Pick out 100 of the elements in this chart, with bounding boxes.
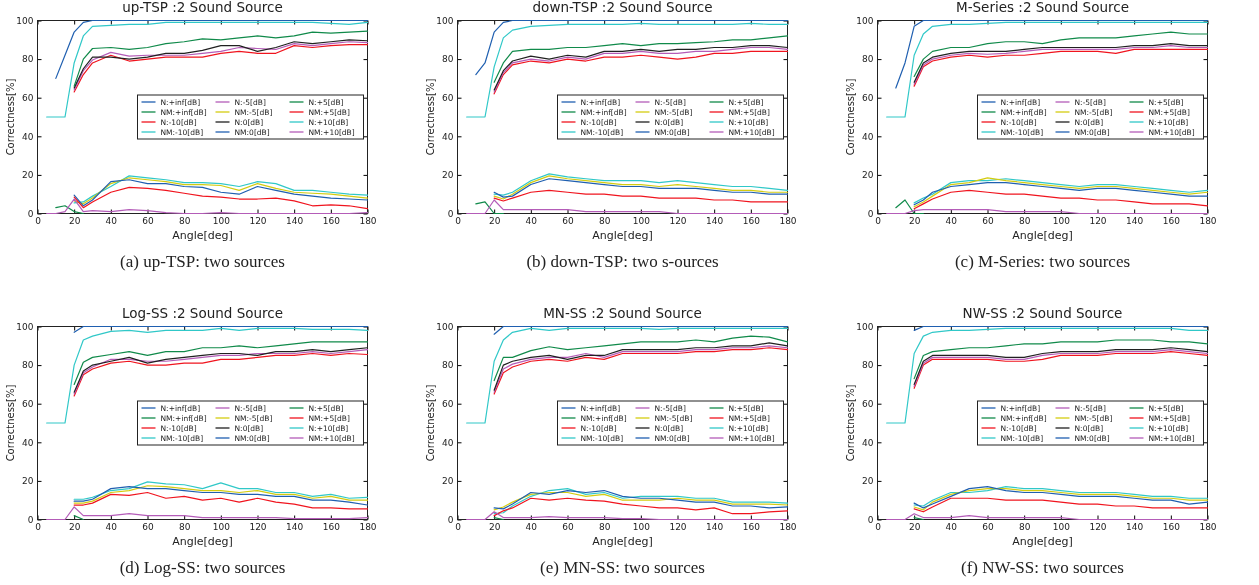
chart-title: MN-SS :2 Sound Source	[543, 305, 702, 321]
line-series	[886, 21, 1209, 118]
line-series	[55, 19, 369, 79]
x-tick-label: 120	[669, 215, 687, 226]
line-series	[46, 198, 369, 215]
x-tick-label: 140	[706, 521, 724, 532]
line-series	[46, 327, 369, 424]
x-tick-label: 0	[455, 215, 462, 226]
x-tick-label: 20	[488, 215, 501, 226]
line-series	[73, 491, 369, 510]
y-axis-title: Correctness[%]	[5, 78, 16, 156]
x-tick-label: 0	[35, 215, 42, 226]
x-tick-label: 20	[68, 215, 81, 226]
x-tick-label: 140	[286, 521, 304, 532]
x-tick-label: 0	[35, 521, 42, 532]
x-tick-label: 180	[359, 521, 377, 532]
line-series	[46, 506, 369, 521]
line-series	[73, 481, 369, 500]
line-series	[46, 21, 369, 118]
y-tick-label: 0	[867, 514, 874, 525]
x-tick-label: 160	[322, 215, 341, 226]
y-tick-label: 80	[22, 360, 34, 371]
text: (c) M-Series: two sources	[954, 252, 1131, 271]
y-tick-label: 60	[442, 399, 454, 410]
line-series	[913, 31, 1209, 78]
x-axis-title: Angle[deg]	[592, 534, 653, 548]
line-series	[895, 19, 1209, 89]
line-series	[493, 335, 789, 382]
text: (d) Log-SS: two sources	[119, 558, 286, 577]
y-tick-label: 100	[16, 321, 34, 332]
x-tick-label: 100	[632, 521, 651, 532]
x-tick-label: 100	[212, 521, 231, 532]
x-tick-label: 120	[249, 521, 267, 532]
x-axis-title: Angle[deg]	[172, 228, 233, 242]
x-tick-label: 40	[525, 521, 538, 532]
x-tick-label: 0	[455, 521, 462, 532]
y-tick-label: 20	[442, 476, 454, 487]
chart-title: Log-SS :2 Sound Source	[121, 305, 284, 321]
x-tick-label: 60	[982, 215, 994, 226]
y-tick-label: 0	[867, 208, 874, 219]
x-tick-label: 40	[945, 521, 958, 532]
y-tick-label: 100	[436, 15, 454, 26]
x-tick-label: 100	[1052, 521, 1071, 532]
x-tick-label: 120	[669, 521, 687, 532]
x-tick-label: 100	[212, 215, 231, 226]
y-tick-label: 40	[22, 131, 34, 142]
y-tick-label: 100	[856, 321, 874, 332]
x-axis-title: Angle[deg]	[1012, 534, 1073, 548]
x-tick-label: 40	[945, 215, 958, 226]
y-tick-label: 100	[16, 15, 34, 26]
x-tick-label: 120	[1089, 215, 1107, 226]
y-tick-label: 0	[27, 208, 34, 219]
x-tick-label: 140	[1126, 521, 1144, 532]
x-tick-label: 120	[1089, 521, 1107, 532]
text: (f) NW-SS: two sources	[961, 558, 1124, 577]
y-tick-label: 0	[447, 514, 454, 525]
line-series	[466, 327, 789, 424]
x-tick-label: 180	[779, 215, 797, 226]
chart-title: up-TSP :2 Sound Source	[122, 0, 283, 15]
x-tick-label: 80	[178, 215, 191, 226]
x-tick-label: 100	[1052, 215, 1071, 226]
line-series	[55, 205, 84, 215]
x-tick-label: 160	[1162, 521, 1181, 532]
x-axis-title: Angle[deg]	[1012, 228, 1073, 242]
line-series	[886, 327, 1209, 424]
y-axis-title: Correctness[%]	[425, 384, 436, 462]
x-tick-label: 40	[105, 521, 118, 532]
y-tick-label: 60	[22, 93, 34, 104]
line-series	[466, 511, 789, 521]
y-tick-label: 20	[862, 170, 874, 181]
x-tick-label: 40	[105, 215, 118, 226]
x-tick-label: 80	[1018, 521, 1031, 532]
x-tick-label: 180	[1199, 215, 1217, 226]
y-tick-label: 20	[442, 170, 454, 181]
x-tick-label: 180	[359, 215, 377, 226]
y-axis-title: Correctness[%]	[845, 78, 856, 156]
line-series	[73, 30, 369, 87]
y-tick-label: 100	[436, 321, 454, 332]
line-series	[913, 339, 1209, 380]
line-series	[73, 341, 369, 385]
x-tick-label: 140	[706, 215, 724, 226]
line-series	[493, 189, 789, 203]
line-series	[913, 497, 1209, 513]
x-tick-label: 120	[249, 215, 267, 226]
y-tick-label: 40	[22, 437, 34, 448]
y-tick-label: 80	[442, 360, 454, 371]
line-series	[475, 19, 789, 76]
y-tick-label: 40	[442, 437, 454, 448]
x-axis-title: Angle[deg]	[172, 534, 233, 548]
text: (e) MN-SS: two sources	[540, 558, 705, 577]
x-tick-label: 20	[908, 215, 921, 226]
y-tick-label: 80	[862, 54, 874, 65]
y-tick-label: 80	[862, 360, 874, 371]
chart-title: down-TSP :2 Sound Source	[532, 0, 713, 15]
text: (b) down-TSP: two s-ources	[526, 252, 719, 271]
line-series	[466, 22, 789, 118]
y-tick-label: 0	[27, 514, 34, 525]
y-tick-label: 20	[22, 476, 34, 487]
x-tick-label: 60	[562, 521, 574, 532]
y-tick-label: 80	[22, 54, 34, 65]
